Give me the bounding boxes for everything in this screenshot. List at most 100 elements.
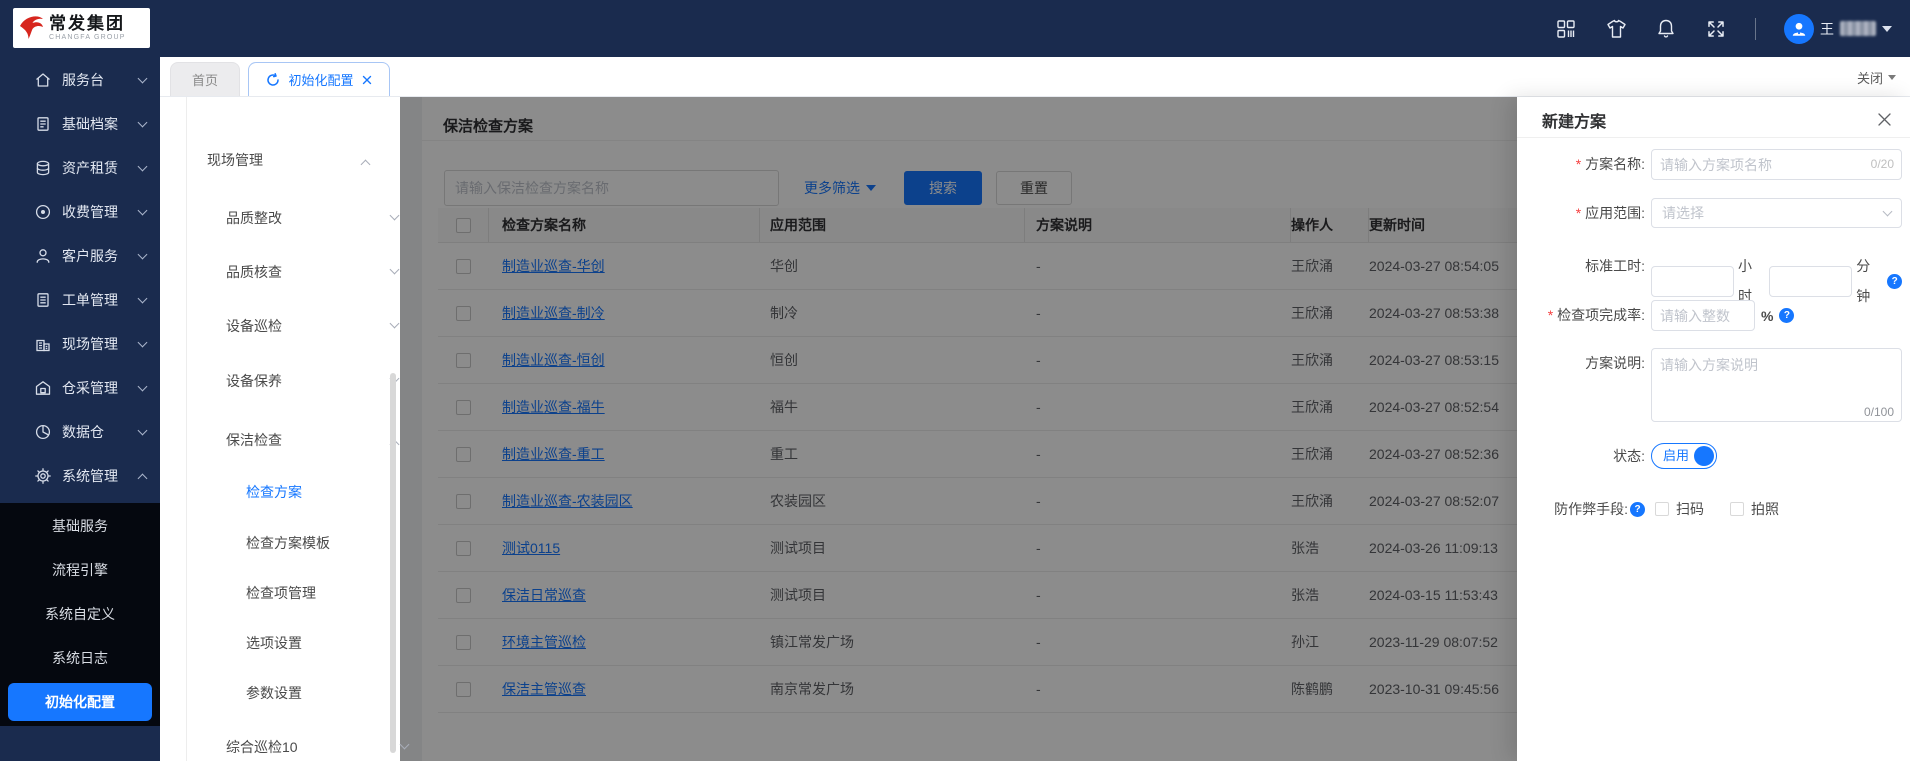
modal-overlay[interactable]: [400, 97, 1517, 761]
anti-cheat-option-label: 拍照: [1751, 501, 1779, 517]
plan-name-link[interactable]: 制造业巡查-重工: [502, 446, 605, 462]
sidebar-item-base-archives[interactable]: 基础档案: [0, 102, 160, 146]
plan-name-link[interactable]: 制造业巡查-恒创: [502, 352, 605, 368]
tree-item-option-settings[interactable]: 选项设置: [246, 635, 302, 651]
plan-name-link[interactable]: 保洁日常巡查: [502, 587, 586, 603]
plan-name-link[interactable]: 制造业巡查-华创: [502, 258, 605, 274]
description-cell: -: [1036, 305, 1041, 321]
reset-button[interactable]: 重置: [996, 171, 1072, 205]
row-checkbox[interactable]: [456, 587, 471, 603]
sidebar-item-initialization-config[interactable]: 初始化配置: [8, 683, 152, 721]
table-row: 保洁主管巡查 南京常发广场 - 陈鹤鹏 2023-10-31 09:45:56: [438, 666, 1517, 713]
description-cell: -: [1036, 540, 1041, 556]
sidebar-item-fee-management[interactable]: 收费管理: [0, 190, 160, 234]
sidebar-item-process-engine[interactable]: 流程引擎: [52, 562, 108, 578]
sidebar-item-service-desk[interactable]: 服务台: [0, 58, 160, 102]
sidebar-item-system-customization[interactable]: 系统自定义: [45, 606, 115, 622]
notifications-bell-icon[interactable]: [1655, 18, 1677, 40]
user-name-masked: [1840, 21, 1876, 36]
row-checkbox[interactable]: [456, 352, 471, 368]
col-description: 方案说明: [1025, 208, 1291, 242]
standard-time-help-icon[interactable]: ?: [1887, 273, 1903, 289]
row-checkbox[interactable]: [456, 305, 471, 321]
tree-item-equipment-inspection[interactable]: 设备巡检: [226, 313, 400, 339]
sidebar-item-work-orders[interactable]: 工单管理: [0, 278, 160, 322]
tree-item-parameter-settings[interactable]: 参数设置: [246, 685, 302, 701]
scope-select[interactable]: 请选择: [1651, 198, 1902, 228]
sidebar-item-system-management[interactable]: 系统管理: [0, 454, 160, 498]
tree-item-site-management[interactable]: 现场管理: [207, 147, 371, 173]
anti-cheat-checkbox[interactable]: [1655, 502, 1669, 516]
tab-close-icon[interactable]: [362, 75, 372, 85]
tree-item-quality-check[interactable]: 品质核查: [226, 259, 400, 285]
plan-name-link[interactable]: 制造业巡查-制冷: [502, 305, 605, 321]
tree-item-inspection-plan-template[interactable]: 检查方案模板: [246, 535, 330, 551]
tab-refresh-icon[interactable]: [266, 72, 280, 87]
tree-item-comprehensive-inspection-10[interactable]: 综合巡检10: [226, 734, 410, 760]
drawer-close-icon[interactable]: [1874, 109, 1894, 129]
select-all-checkbox[interactable]: [455, 217, 471, 233]
description-cell: -: [1036, 258, 1041, 274]
user-avatar: [1784, 13, 1814, 44]
standard-minutes-input[interactable]: [1769, 265, 1853, 297]
table-row: 制造业巡查-华创 华创 - 王欣涌 2024-03-27 08:54:05: [438, 243, 1517, 290]
row-checkbox[interactable]: [456, 540, 471, 556]
sidebar-item-system-logs[interactable]: 系统日志: [52, 650, 108, 666]
title-divider: [422, 140, 1517, 141]
anti-cheat-option[interactable]: 拍照: [1730, 499, 1779, 519]
theme-shirt-icon[interactable]: [1605, 18, 1627, 40]
completion-rate-input[interactable]: [1651, 300, 1755, 331]
tree-scrollbar[interactable]: [390, 373, 396, 753]
plan-name-link[interactable]: 制造业巡查-福牛: [502, 399, 605, 415]
row-checkbox[interactable]: [456, 399, 471, 415]
row-checkbox[interactable]: [456, 681, 471, 697]
close-tabs-menu[interactable]: 关闭: [1857, 57, 1896, 97]
table-row: 制造业巡查-农装园区 农装园区 - 王欣涌 2024-03-27 08:52:0…: [438, 478, 1517, 525]
description-textarea[interactable]: [1651, 348, 1902, 422]
tree-item-cleaning-inspection[interactable]: 保洁检查: [226, 427, 400, 453]
operator-cell: 张浩: [1291, 540, 1319, 556]
sidebar-item-customer-service[interactable]: 客户服务: [0, 234, 160, 278]
row-checkbox[interactable]: [456, 634, 471, 650]
tab-initialization-config[interactable]: 初始化配置: [248, 62, 390, 96]
user-name: 王: [1820, 20, 1834, 37]
sidebar-item-site-management[interactable]: 现场管理: [0, 322, 160, 366]
tree-item-inspection-item-management[interactable]: 检查项管理: [246, 585, 316, 601]
status-toggle[interactable]: 启用: [1651, 443, 1717, 469]
completion-rate-help-icon[interactable]: ?: [1779, 308, 1795, 323]
plan-name-search-input[interactable]: [444, 170, 779, 206]
row-checkbox[interactable]: [456, 258, 471, 274]
updated-time-cell: 2024-03-27 08:54:05: [1369, 258, 1499, 274]
anti-cheat-option[interactable]: 扫码: [1655, 499, 1704, 519]
sidebar-item-asset-leasing[interactable]: 资产租赁: [0, 146, 160, 190]
tree-item-quality-rectification[interactable]: 品质整改: [226, 205, 400, 231]
sidebar-item-warehouse-procurement[interactable]: 仓采管理: [0, 366, 160, 410]
scope-cell: 镇江常发广场: [770, 634, 854, 650]
search-button[interactable]: 搜索: [904, 171, 982, 205]
anti-cheat-label: 防作弊手段:: [1554, 501, 1628, 517]
user-menu[interactable]: 王: [1784, 13, 1892, 44]
tab-home[interactable]: 首页: [170, 62, 240, 96]
operator-cell: 陈鹤鹏: [1291, 681, 1333, 697]
plan-name-input[interactable]: [1651, 149, 1902, 180]
apps-grid-icon[interactable]: [1555, 18, 1577, 40]
standard-hours-input[interactable]: [1651, 265, 1734, 297]
anti-cheat-checkbox[interactable]: [1730, 502, 1744, 516]
fullscreen-icon[interactable]: [1705, 18, 1727, 40]
plan-name-link[interactable]: 保洁主管巡查: [502, 681, 586, 697]
tree-item-inspection-plan[interactable]: 检查方案: [246, 484, 302, 500]
plan-name-link[interactable]: 环境主管巡检: [502, 634, 586, 650]
anti-cheat-help-icon[interactable]: ?: [1630, 502, 1645, 517]
sidebar-item-basic-services[interactable]: 基础服务: [52, 518, 108, 534]
table-row: 制造业巡查-制冷 制冷 - 王欣涌 2024-03-27 08:53:38: [438, 290, 1517, 337]
plan-name-link[interactable]: 制造业巡查-农装园区: [502, 493, 633, 509]
row-checkbox[interactable]: [456, 446, 471, 462]
row-checkbox[interactable]: [456, 493, 471, 509]
tree-item-equipment-maintenance[interactable]: 设备保养: [226, 368, 400, 394]
more-filters-link[interactable]: 更多筛选: [804, 170, 876, 206]
sidebar-item-data-warehouse[interactable]: 数据仓: [0, 410, 160, 454]
description-cell: -: [1036, 493, 1041, 509]
plans-table: 检查方案名称 应用范围 方案说明 操作人 更新时间 制造业巡查-华创 华创 - …: [438, 208, 1517, 713]
table-row: 制造业巡查-重工 重工 - 王欣涌 2024-03-27 08:52:36: [438, 431, 1517, 478]
plan-name-link[interactable]: 测试0115: [502, 540, 561, 556]
